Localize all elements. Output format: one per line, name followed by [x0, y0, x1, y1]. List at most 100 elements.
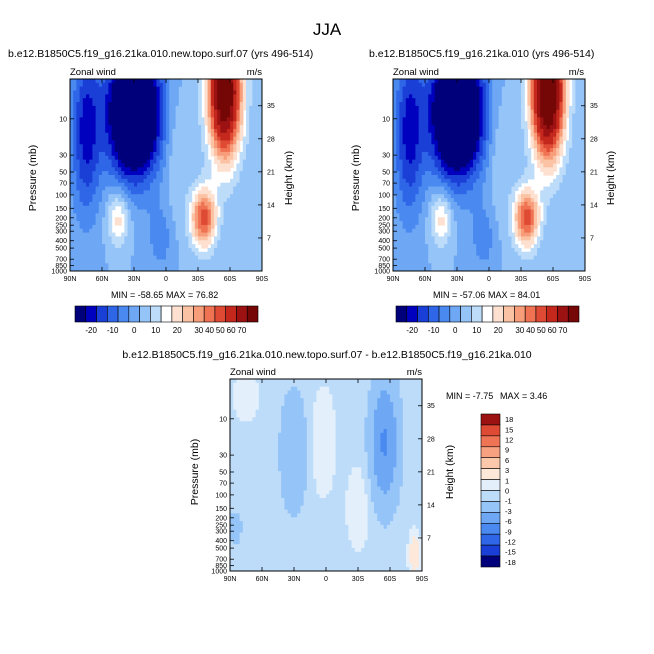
contour-cell: [521, 132, 525, 138]
contour-cell: [508, 163, 512, 168]
contour-cell: [505, 209, 509, 214]
contour-cell: [444, 171, 448, 176]
contour-cell: [421, 113, 426, 118]
contour-cell: [521, 79, 525, 84]
contour-cell: [421, 109, 426, 115]
contour-cell: [508, 194, 512, 199]
contour-cell: [255, 244, 260, 249]
contour-cell: [409, 82, 413, 88]
contour-cell: [556, 82, 560, 88]
contour-cell: [441, 159, 445, 165]
contour-cell: [214, 132, 218, 138]
contour-cell: [405, 148, 410, 153]
contour-cell: [258, 209, 262, 214]
contour-cell: [207, 217, 212, 222]
contour-cell: [543, 102, 548, 107]
contour-cell: [517, 140, 522, 145]
contour-cell: [82, 259, 87, 264]
contour-cell: [217, 194, 221, 199]
contour-cell: [581, 144, 585, 149]
contour-cell: [255, 121, 260, 126]
contour-cell: [198, 171, 202, 176]
contour-cell: [73, 79, 77, 84]
contour-cell: [140, 128, 145, 134]
contour-cell: [575, 175, 580, 180]
contour-cell: [73, 136, 77, 142]
contour-cell: [233, 198, 237, 203]
y-tick-label: 200: [55, 215, 67, 222]
contour-cell: [239, 244, 244, 249]
contour-cell: [447, 163, 452, 168]
y2-tick-label: 35: [267, 103, 275, 110]
contour-cell: [463, 125, 468, 130]
contour-cell: [457, 82, 461, 88]
contour-cell: [258, 105, 262, 111]
contour-cell: [92, 102, 97, 107]
contour-cell: [543, 109, 548, 115]
contour-cell: [412, 94, 416, 99]
contour-cell: [463, 175, 468, 180]
contour-cell: [537, 117, 541, 122]
contour-cell: [108, 175, 113, 180]
contour-cell: [198, 79, 202, 84]
contour-cell: [581, 148, 585, 153]
contour-cell: [533, 132, 538, 138]
contour-cell: [92, 105, 97, 111]
contour-cell: [159, 224, 164, 230]
contour-cell: [527, 171, 532, 176]
contour-cell: [495, 128, 500, 134]
contour-cell: [86, 267, 90, 271]
contour-cell: [453, 167, 458, 172]
contour-cell: [127, 94, 132, 99]
contour-cell: [140, 90, 145, 95]
contour-cell: [76, 194, 81, 199]
contour-cell: [146, 182, 151, 188]
contour-cell: [130, 117, 135, 122]
contour-cell: [207, 259, 212, 264]
contour-cell: [485, 186, 490, 191]
contour-cell: [239, 128, 244, 134]
contour-cell: [527, 102, 532, 107]
contour-cell: [495, 121, 500, 126]
contour-cell: [249, 109, 253, 115]
contour-cell: [463, 117, 468, 122]
contour-cell: [396, 190, 400, 195]
contour-cell: [258, 251, 262, 257]
contour-cell: [514, 125, 519, 130]
contour-cell: [220, 251, 225, 257]
contour-cell: [479, 201, 484, 207]
contour-cell: [236, 186, 241, 191]
contour-cell: [188, 182, 193, 188]
contour-cell: [460, 90, 464, 95]
contour-cell: [399, 186, 404, 191]
contour-cell: [434, 125, 439, 130]
contour-cell: [473, 151, 477, 157]
contour-cell: [559, 109, 564, 115]
contour-cell: [185, 175, 189, 180]
contour-cell: [521, 86, 525, 92]
contour-cell: [578, 198, 583, 203]
contour-cell: [111, 198, 116, 203]
contour-cell: [175, 201, 180, 207]
contour-cell: [230, 128, 234, 134]
contour-cell: [86, 79, 90, 84]
contour-cell: [230, 163, 234, 168]
contour-cell: [121, 125, 125, 130]
contour-cell: [431, 151, 436, 157]
contour-cell: [188, 247, 193, 253]
contour-cell: [485, 178, 490, 184]
contour-cell: [182, 178, 186, 184]
contour-cell: [437, 121, 442, 126]
contour-cell: [194, 105, 199, 111]
contour-cell: [415, 186, 420, 191]
contour-cell: [70, 79, 74, 84]
contour-cell: [178, 128, 183, 134]
contour-cell: [575, 140, 580, 145]
contour-cell: [130, 251, 135, 257]
contour-cell: [233, 109, 237, 115]
contour-cell: [92, 209, 97, 214]
contour-cell: [95, 125, 100, 130]
contour-cell: [447, 194, 452, 199]
contour-cell: [434, 167, 439, 172]
